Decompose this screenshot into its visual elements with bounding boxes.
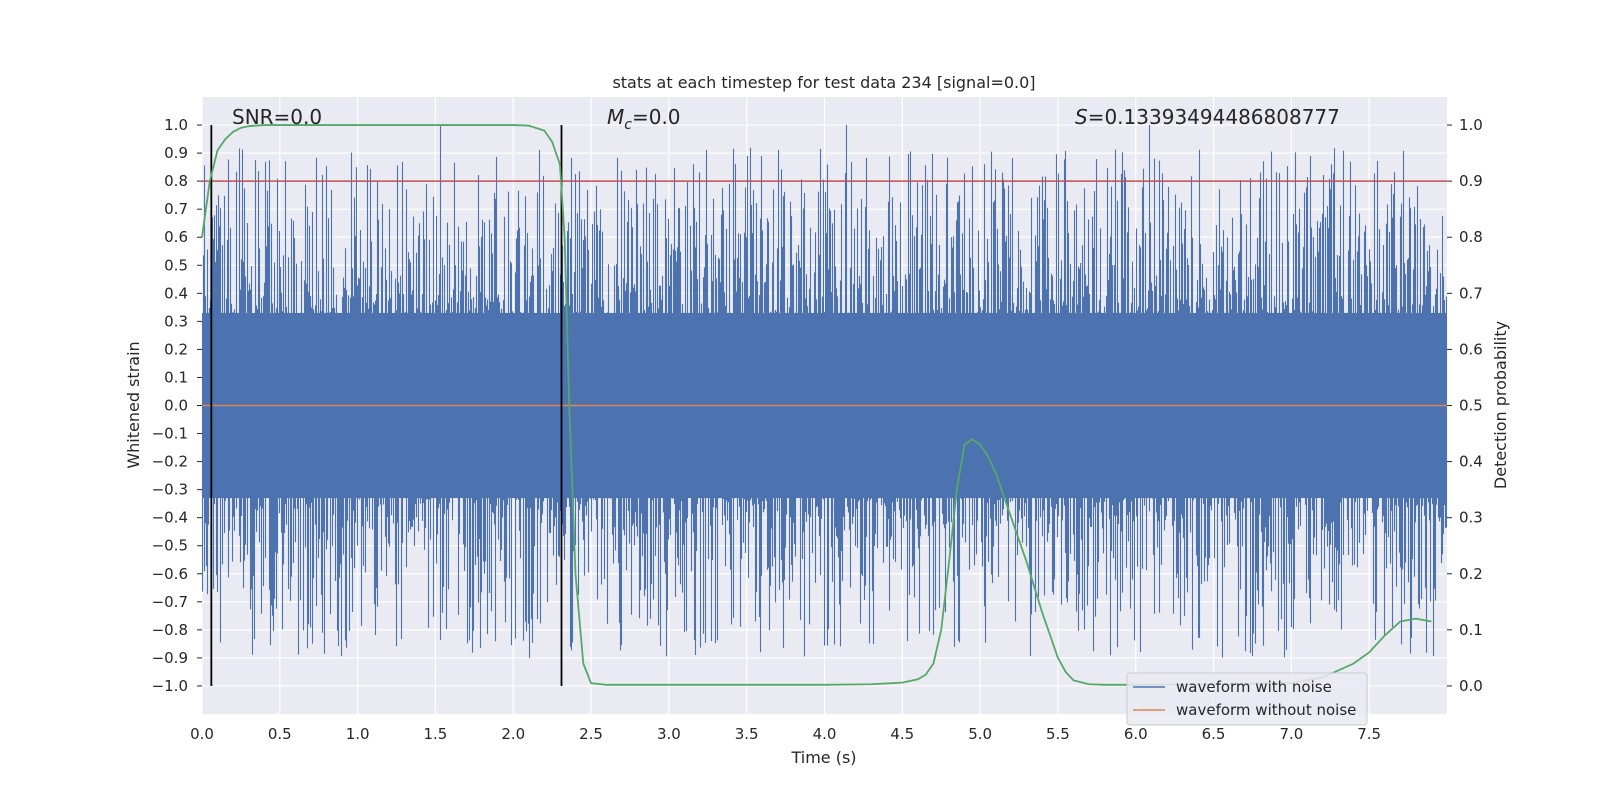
y-tick-label-left: 0.4 <box>164 284 188 302</box>
ticks: 0.0 0.5 1.0 1.5 2.0 2.5 3.0 3.5 4.0 4.5 5.0 5.5 6.0 6… <box>152 116 1483 743</box>
x-tick-label: 2.5 <box>579 725 603 743</box>
y-tick-label-left: −1.0 <box>152 677 188 695</box>
x-axis-label: Time (s) <box>790 748 856 767</box>
y-tick-label-right: 0.5 <box>1459 397 1483 415</box>
detection-probability-line <box>201 124 1432 686</box>
y-tick-label-left: −0.8 <box>152 621 188 639</box>
y-tick-label-left: −0.3 <box>152 481 188 499</box>
y-tick-label-left: −0.2 <box>152 453 188 471</box>
x-tick-label: 5.5 <box>1046 725 1070 743</box>
x-tick-label: 2.0 <box>501 725 525 743</box>
y-tick-label-left: 0.8 <box>164 172 188 190</box>
series-lines <box>201 124 1447 686</box>
y-tick-label-left: −0.4 <box>152 509 188 527</box>
x-tick-label: 6.0 <box>1124 725 1148 743</box>
y-tick-label-left: −0.7 <box>152 593 188 611</box>
score-annotation: S=0.13393494486808777 <box>1075 105 1340 129</box>
score-value: =0.13393494486808777 <box>1088 105 1340 129</box>
legend: waveform with noise waveform without noi… <box>1126 672 1368 726</box>
x-tick-label: 6.5 <box>1202 725 1226 743</box>
x-tick-label: 0.5 <box>268 725 292 743</box>
y-tick-label-right: 1.0 <box>1459 116 1483 134</box>
chart-title: stats at each timestep for test data 234… <box>612 73 1035 92</box>
chirp-mass-annotation: Mc=0.0 <box>607 105 681 133</box>
y-tick-label-left: 0.3 <box>164 312 188 330</box>
legend-label-noise: waveform with noise <box>1176 678 1332 696</box>
y-tick-label-right: 0.1 <box>1459 621 1483 639</box>
y-tick-label-right: 0.7 <box>1459 284 1483 302</box>
y-axis-label-left: Whitened strain <box>124 341 143 468</box>
x-tick-label: 1.5 <box>424 725 448 743</box>
y-tick-label-right: 0.2 <box>1459 565 1483 583</box>
y-tick-label-left: 1.0 <box>164 116 188 134</box>
x-tick-label: 7.0 <box>1279 725 1303 743</box>
x-tick-label: 5.0 <box>968 725 992 743</box>
y-tick-label-right: 0.6 <box>1459 340 1483 358</box>
y-tick-label-left: 0.6 <box>164 228 188 246</box>
chirp-mass-value: =0.0 <box>632 105 681 129</box>
y-tick-label-right: 0.4 <box>1459 453 1483 471</box>
y-tick-label-right: 0.8 <box>1459 228 1483 246</box>
y-tick-label-left: −0.5 <box>152 537 188 555</box>
y-tick-label-left: 0.5 <box>164 256 188 274</box>
snr-annotation: SNR=0.0 <box>232 105 322 129</box>
y-tick-label-left: 0.9 <box>164 144 188 162</box>
y-tick-label-left: 0.7 <box>164 200 188 218</box>
legend-label-clean: waveform without noise <box>1176 701 1356 719</box>
y-tick-label-left: 0.2 <box>164 340 188 358</box>
x-tick-label: 4.5 <box>890 725 914 743</box>
x-tick-label: 1.0 <box>346 725 370 743</box>
chirp-mass-symbol: M <box>607 105 624 129</box>
y-tick-label-right: 0.9 <box>1459 172 1483 190</box>
x-tick-label: 3.5 <box>735 725 759 743</box>
y-tick-label-right: 0.3 <box>1459 509 1483 527</box>
x-tick-label: 7.5 <box>1357 725 1381 743</box>
y-tick-label-right: 0.0 <box>1459 677 1483 695</box>
y-tick-label-left: −0.9 <box>152 649 188 667</box>
score-symbol: S <box>1075 105 1088 129</box>
legend-box <box>1126 672 1368 726</box>
chirp-mass-subscript: c <box>624 117 632 133</box>
y-tick-label-left: 0.0 <box>164 397 188 415</box>
y-tick-label-left: −0.6 <box>152 565 188 583</box>
y-tick-label-left: 0.1 <box>164 368 188 386</box>
y-axis-label-right: Detection probability <box>1491 321 1510 489</box>
noise-series <box>201 125 1448 658</box>
x-tick-label: 4.0 <box>813 725 837 743</box>
x-tick-label: 0.0 <box>190 725 214 743</box>
x-tick-label: 3.0 <box>657 725 681 743</box>
y-tick-label-left: −0.1 <box>152 425 188 443</box>
